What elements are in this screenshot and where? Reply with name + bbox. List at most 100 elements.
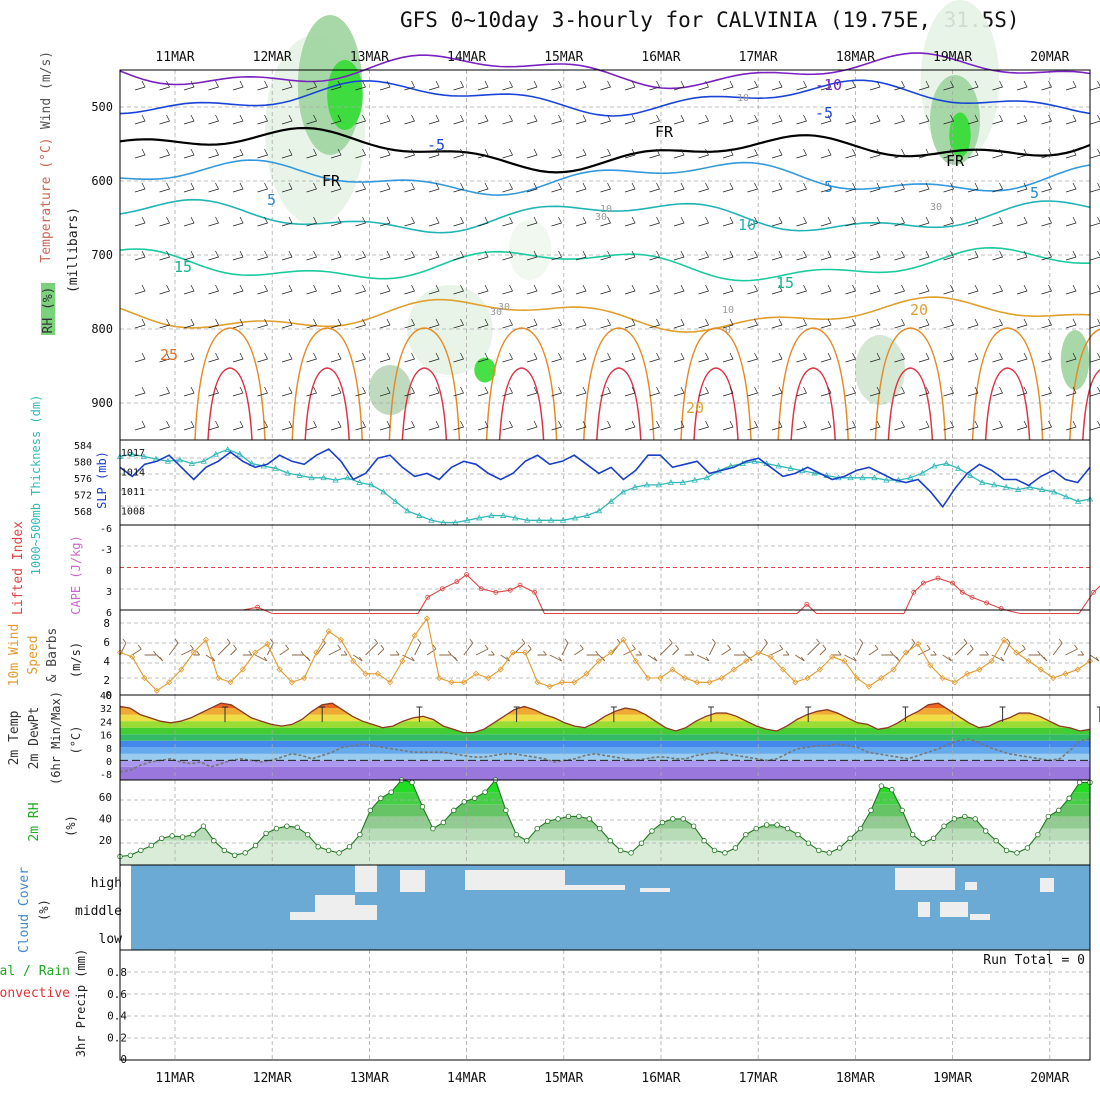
wind-barb [281,148,293,159]
wind-barb [281,216,293,227]
rh-point [847,835,853,841]
precip-tick: 0.6 [107,988,127,1001]
thickness-tick: 576 [74,474,92,485]
wind-barb [943,114,954,125]
wind-barb [477,182,489,193]
wind-barb [600,80,611,91]
wind-barb [1041,318,1052,329]
rh-point [451,807,457,814]
wind-barb [379,284,391,295]
thickness-point [679,479,687,485]
wind-barb [845,250,856,261]
rh-point [503,807,509,814]
temp-max-marker [416,706,423,722]
date-tick-bottom: 16MAR [641,1071,680,1086]
rh-point [1045,813,1051,820]
wind-barb [306,352,317,363]
wind-barb [869,80,881,91]
wind-barb [414,638,422,656]
wind-speed-point [1074,666,1081,673]
wind-barb [183,284,195,295]
wind-barb [477,114,489,125]
wind-speed-point [1037,666,1044,673]
wind-barb [551,216,562,227]
wind-barb [526,352,538,363]
rh-point [513,831,520,838]
thickness-tick: 584 [74,441,92,452]
wind-barb [291,650,305,656]
dew-ylabel: 2m DewPt [27,707,42,770]
wind-barb [1041,386,1052,397]
wind-tick: 4 [103,655,110,668]
thickness-point [296,472,303,478]
wind-barb [208,318,219,329]
pressure-ylabel: (millibars) [66,207,81,293]
temp-line [119,702,1091,734]
isotherm-contour [1082,369,1100,441]
wind-barb [379,250,391,261]
wind-speed-point [509,649,516,656]
temp-tick: 0 [106,757,112,768]
wind-barb [208,182,219,193]
wind-speed-point [546,683,553,690]
rh-point [659,819,666,826]
pressure-tick: 600 [91,174,113,188]
wind-barb [232,352,244,363]
rh-point [836,845,843,851]
isotherm-contour [119,246,1090,282]
contour-label: 30 [930,202,942,213]
wind-barb [281,80,293,91]
wind-barb [428,250,440,261]
wind-barb [1041,250,1052,261]
rh-shading [949,112,971,158]
wind-barb [428,318,440,329]
wind-barb [698,114,709,125]
thickness-point [979,479,986,485]
thickness-point [356,479,363,485]
rh-point [680,816,686,822]
isotherm-contour [119,79,1091,117]
wind-barb [526,114,538,125]
rh-point [638,840,645,846]
wind-speed-point [288,679,295,686]
wind-barb [845,80,856,91]
wind-barb [575,182,587,193]
wind-speed-point [239,666,246,673]
date-tick-bottom: 18MAR [836,1071,875,1086]
wind-barb [600,386,611,397]
wind-barb [205,654,216,662]
wind-barb [722,284,734,295]
wind-barb [134,352,146,363]
wind-barb [575,250,587,261]
slp-tick: 1014 [121,468,145,479]
cloud-panel: high middle low Cloud Cover (%) [17,864,1091,953]
temp-tick: 24 [100,717,112,728]
wind-barb [428,114,440,125]
wind-barb [232,114,244,125]
wind-speed-point [669,666,676,673]
thickness-point [200,457,208,464]
wind-barb [918,182,930,193]
rh-point [482,789,488,795]
wind-barb [551,80,562,91]
wind-barb [551,148,562,159]
wind-barb [747,284,758,295]
thickness-point [308,474,315,481]
wind-barb [869,182,881,193]
wind-barb [598,654,606,662]
date-tick-top: 15MAR [544,50,583,65]
cloud-block [565,885,625,890]
wind-barb [134,386,146,397]
wind-barb [771,216,783,227]
wind-barb [1041,352,1052,363]
li-tick: -3 [100,545,112,556]
wind-barb [379,386,391,397]
wind-barb [820,182,832,193]
wind-speed-point [522,649,529,656]
wind-barb [967,352,979,363]
temp-band [120,753,1090,761]
wind-barb [992,114,1003,125]
wind-barb [673,182,685,193]
wind-barb [168,638,179,656]
lifted-index-point [998,606,1004,611]
